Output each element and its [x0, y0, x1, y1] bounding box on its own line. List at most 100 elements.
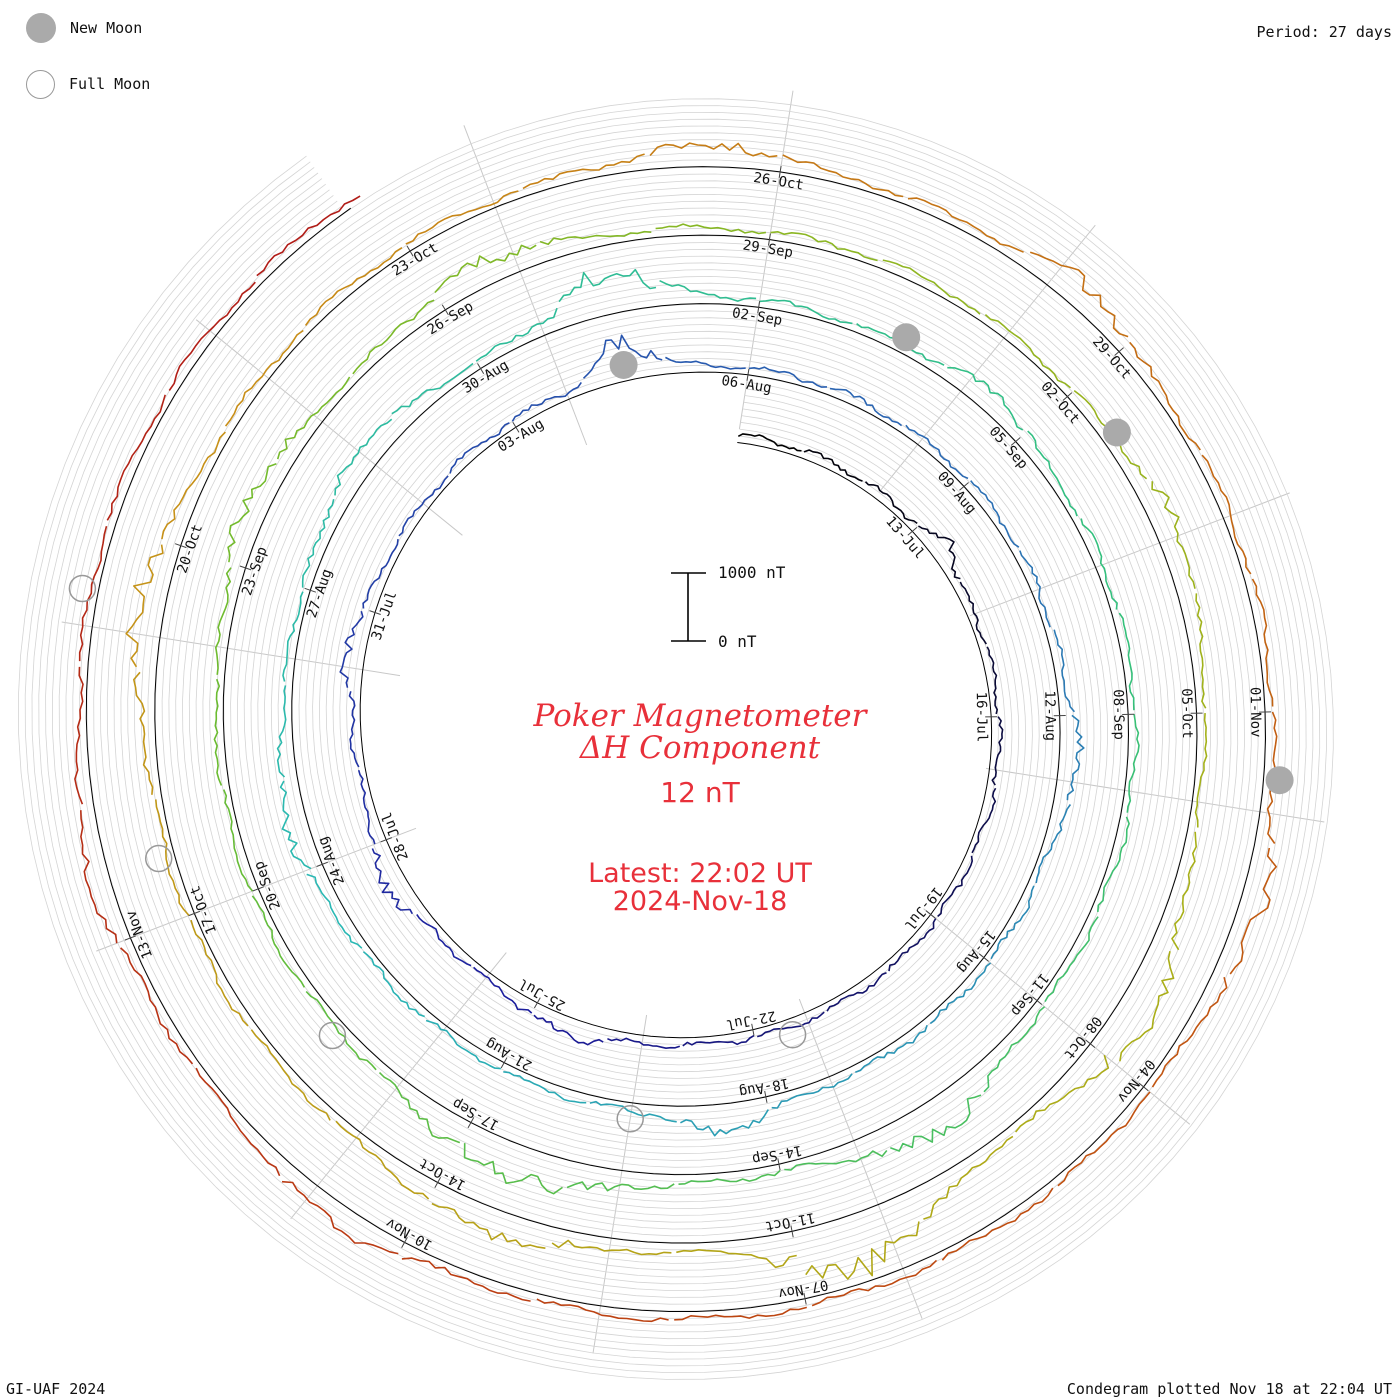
latest-date: 2024-Nov-18	[612, 886, 788, 917]
full-moon-marker	[778, 1020, 807, 1049]
data-trace-segment	[970, 480, 1020, 548]
data-trace-segment	[213, 678, 223, 786]
date-label: 25-Jul	[516, 975, 568, 1014]
data-trace-segment	[1201, 454, 1252, 575]
data-trace-segment	[1080, 518, 1118, 610]
data-trace-segment	[770, 231, 878, 262]
footer-plotted: Condegram plotted Nov 18 at 22:04 UT	[1066, 1380, 1392, 1398]
baseline-spiral	[85, 166, 1267, 1312]
data-trace-segment	[74, 666, 84, 805]
data-trace-segment	[986, 646, 998, 715]
data-trace-segment	[1195, 593, 1207, 709]
data-trace-segment	[990, 885, 1035, 960]
data-trace-segment	[665, 356, 746, 370]
date-tick	[1010, 437, 1021, 446]
date-tick	[790, 1225, 794, 1238]
data-trace-segment	[971, 787, 997, 854]
data-trace-segment	[106, 394, 166, 521]
date-tick	[768, 233, 771, 246]
data-trace-segment	[811, 1259, 938, 1307]
data-trace-segment	[923, 1135, 1014, 1220]
data-trace-segment	[991, 716, 1004, 786]
date-label: 07-Nov	[777, 1276, 830, 1301]
data-trace-segment	[759, 299, 853, 325]
full-moon-marker	[68, 574, 97, 603]
data-trace-segment	[737, 433, 802, 452]
data-trace	[74, 142, 1278, 1323]
date-tick	[1138, 1082, 1149, 1092]
date-tick	[925, 910, 936, 919]
new-moon-marker	[609, 351, 638, 379]
date-label: 11-Oct	[764, 1209, 817, 1234]
data-trace-segment	[676, 1249, 797, 1269]
data-trace-segment	[1066, 714, 1085, 801]
date-label: 14-Sep	[751, 1142, 804, 1167]
radial-spoke	[463, 125, 588, 446]
data-trace-segment	[959, 581, 987, 645]
data-trace-segment	[282, 591, 304, 682]
data-trace-segment	[352, 299, 435, 375]
data-trace-segment	[566, 1181, 675, 1192]
data-trace-segment	[1251, 578, 1274, 707]
date-tick	[467, 1117, 475, 1129]
data-trace-segment	[1057, 1091, 1151, 1187]
data-trace-segment	[533, 1014, 604, 1046]
data-trace-segment	[371, 848, 414, 915]
data-trace-segment	[463, 1143, 563, 1195]
legend-full-moon: Full Moon	[26, 68, 150, 100]
date-tick	[441, 304, 449, 316]
data-trace-segment	[251, 895, 306, 988]
full-moon-marker	[616, 1105, 644, 1133]
scale-bar	[671, 572, 706, 642]
data-trace-segment	[398, 475, 449, 537]
data-trace-segment	[888, 918, 937, 972]
data-trace-segment	[473, 966, 533, 1014]
date-label: 16-Jul	[973, 692, 990, 743]
date-tick	[1062, 392, 1073, 401]
date-tick	[239, 565, 252, 571]
date-tick	[978, 953, 989, 962]
data-trace-segment	[522, 153, 645, 190]
date-tick	[777, 1158, 781, 1171]
grid-spiral	[58, 139, 1294, 1340]
data-trace-segment	[133, 671, 154, 795]
data-trace-segment	[1151, 481, 1196, 589]
date-tick	[1085, 1039, 1096, 1048]
data-trace-segment	[334, 418, 393, 496]
grid-spiral	[65, 145, 1287, 1333]
data-trace-segment	[917, 525, 961, 580]
data-trace-segment	[1171, 831, 1197, 951]
data-trace-segment	[161, 431, 226, 540]
data-trace-segment	[1118, 612, 1135, 711]
date-tick	[124, 935, 137, 941]
data-trace-segment	[947, 366, 1024, 431]
latest-time: Latest: 22:02 UT	[588, 858, 812, 889]
date-label: 29-Sep	[742, 237, 794, 261]
data-trace-segment	[1151, 977, 1228, 1088]
baseline-spiral-line	[85, 166, 1267, 1312]
data-trace-segment	[378, 1072, 461, 1144]
data-trace-segment	[190, 919, 249, 1027]
legend-new-moon-label: New Moon	[70, 19, 143, 37]
data-trace-segment	[771, 1073, 853, 1109]
date-tick	[959, 482, 969, 491]
data-trace-segment	[784, 1149, 888, 1171]
data-trace-segment	[680, 1109, 769, 1137]
radial-spoke	[879, 224, 1096, 492]
data-trace-segment	[434, 244, 537, 294]
data-trace-segment	[78, 525, 108, 662]
data-trace-segment	[829, 387, 903, 427]
data-trace-segment	[362, 539, 399, 609]
data-trace-segment	[937, 855, 973, 918]
data-trace-segment	[907, 197, 1024, 253]
data-trace-segment	[1194, 713, 1208, 828]
legend-new-moon: New Moon	[26, 12, 142, 44]
date-label: 12-Aug	[1041, 690, 1058, 741]
date-tick	[406, 245, 414, 257]
data-trace-segment	[649, 142, 778, 158]
date-label: 08-Oct	[1060, 1013, 1104, 1062]
data-trace-segment	[306, 873, 363, 949]
data-trace-segment	[589, 1100, 677, 1123]
data-trace-segment	[1129, 341, 1201, 451]
